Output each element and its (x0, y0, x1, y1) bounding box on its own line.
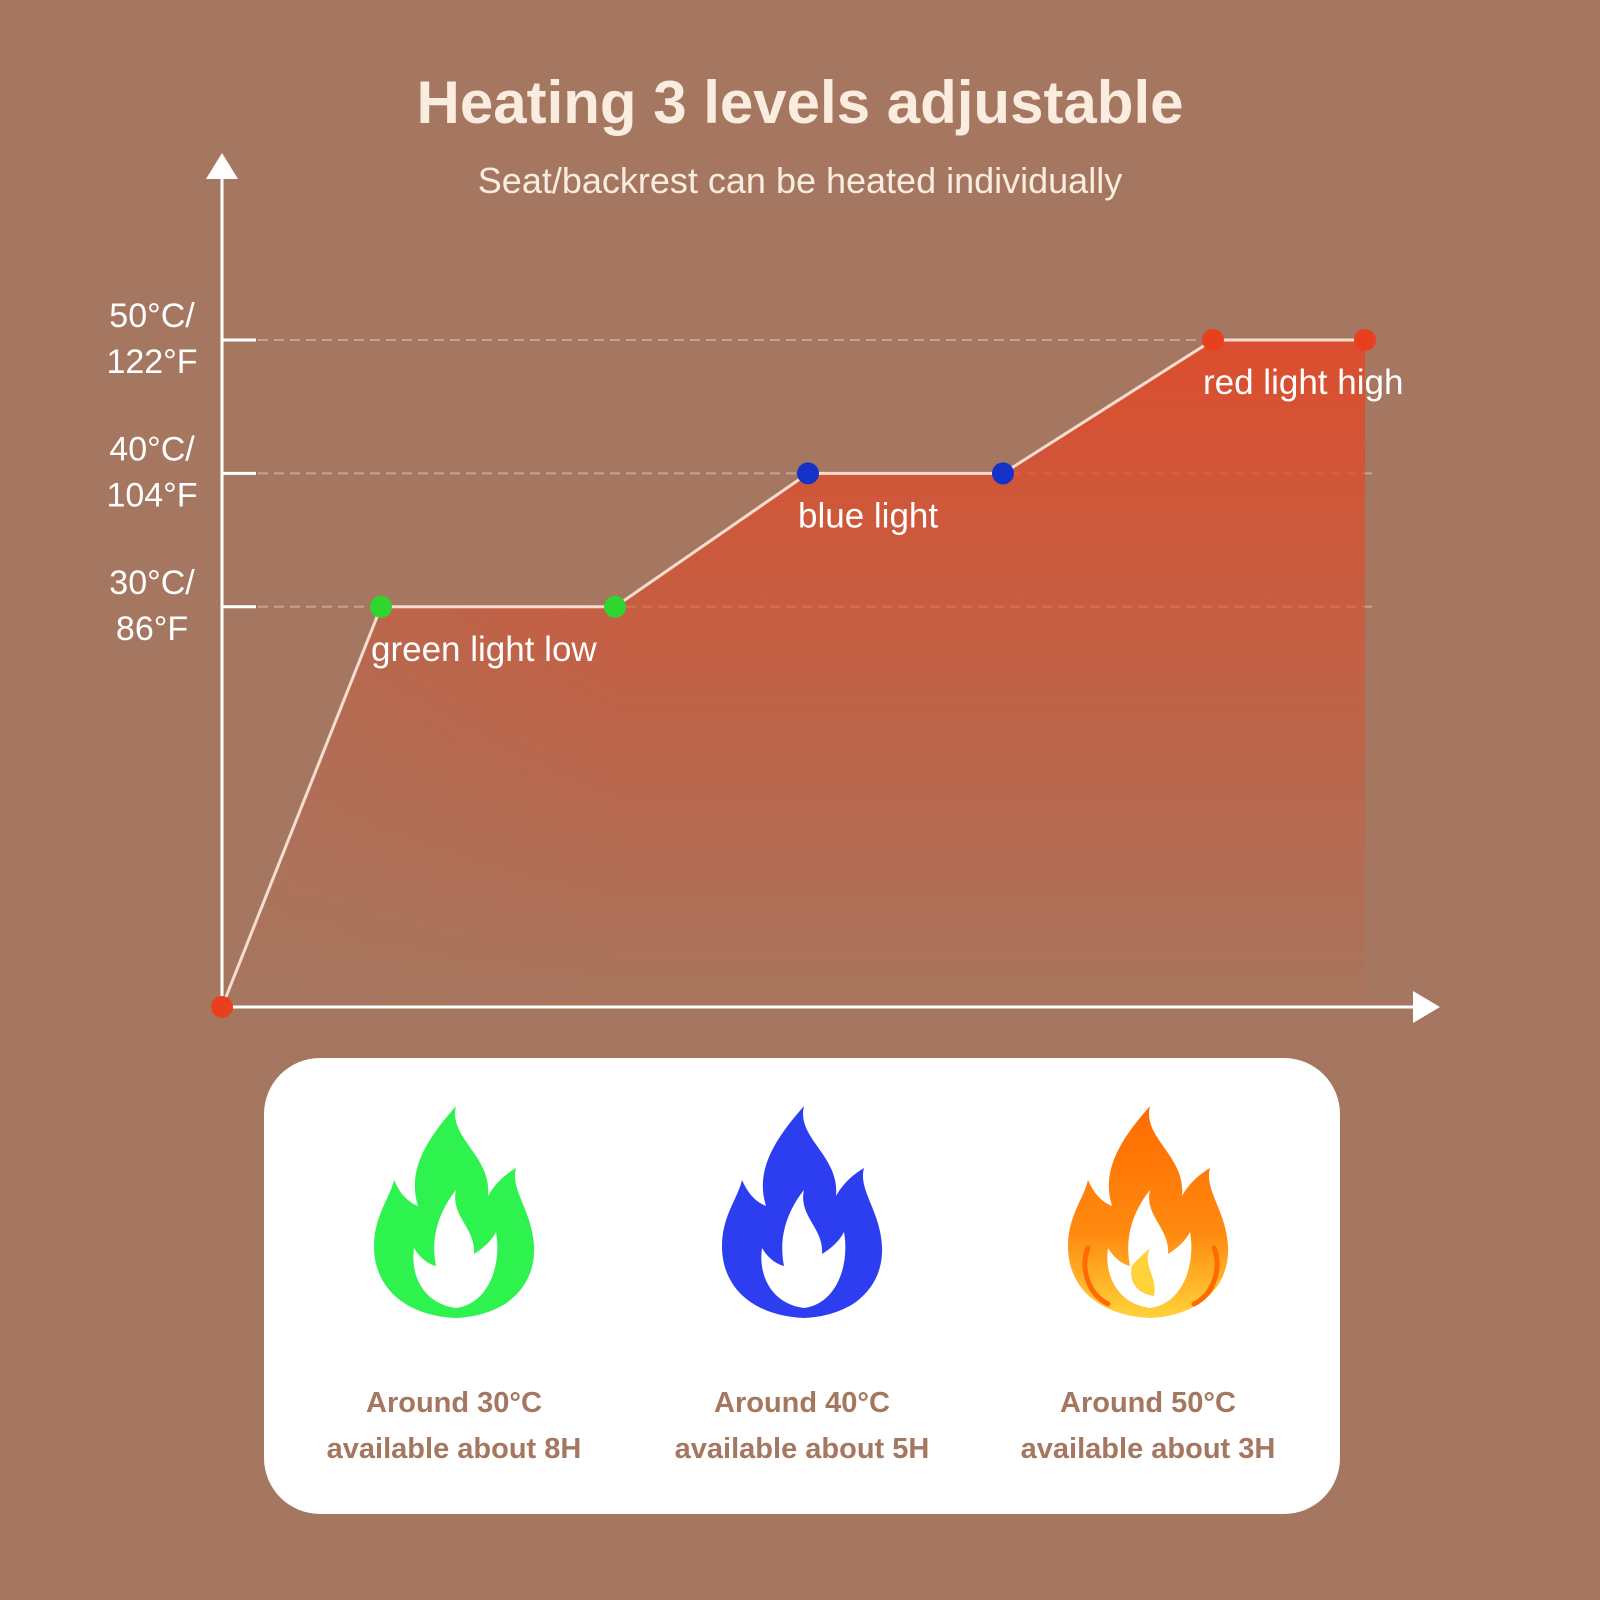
y-axis-arrow (206, 153, 238, 179)
level-duration: available about 3H (1020, 1433, 1276, 1465)
level-caption: Around 30°C available about 8H (294, 1380, 614, 1472)
level-duration: available about 8H (326, 1433, 582, 1465)
data-point (604, 595, 626, 618)
series-annotation: green light low (371, 630, 597, 669)
flame-core (1131, 1248, 1155, 1296)
y-tick-label: 86°F (116, 610, 188, 648)
level-caption: Around 40°C available about 5H (642, 1380, 962, 1472)
y-tick-label: 122°F (106, 343, 197, 381)
flame-icon (1068, 1106, 1229, 1318)
flame-icon (374, 1106, 535, 1318)
page-subtitle: Seat/backrest can be heated individually (477, 160, 1123, 201)
level-duration: available about 5H (674, 1433, 930, 1465)
level-low: Around 30°C available about 8H (294, 1098, 614, 1472)
flame-flick (1191, 1245, 1220, 1307)
series-annotation: red light high (1203, 363, 1403, 402)
flame-flick (1082, 1245, 1111, 1307)
page-title: Heating 3 levels adjustable (416, 69, 1184, 136)
flame-inner (761, 1190, 846, 1308)
flame-flick (388, 1245, 417, 1307)
data-point (1202, 329, 1224, 351)
data-point (797, 462, 819, 485)
level-temperature: Around 30°C (366, 1387, 542, 1419)
data-point (1354, 329, 1376, 351)
level-medium: Around 40°C available about 5H (642, 1098, 962, 1472)
flame-icon (722, 1106, 883, 1318)
y-tick-label: 104°F (106, 476, 197, 514)
level-temperature: Around 50°C (1060, 1387, 1236, 1419)
data-point (992, 462, 1014, 485)
flame-flick (845, 1245, 874, 1307)
x-axis-arrow (1413, 991, 1440, 1023)
y-tick-label: 40°C/ (109, 430, 195, 468)
flame-flick (736, 1245, 765, 1307)
levels-card: Around 30°C available about 8H Around 40… (264, 1058, 1340, 1514)
flame-inner (413, 1190, 498, 1308)
data-point (211, 996, 233, 1018)
level-caption: Around 50°C available about 3H (988, 1380, 1308, 1472)
level-high: Around 50°C available about 3H (988, 1098, 1308, 1472)
series-annotation: blue light (798, 496, 938, 535)
heating-area-fade (222, 340, 1365, 1007)
flame-flick (497, 1245, 526, 1307)
data-point (370, 595, 392, 618)
y-tick-label: 30°C/ (109, 564, 195, 602)
heating-chart: 30°C/86°F 40°C/104°F 50°C/122°F green ligh… (106, 153, 1440, 1023)
y-tick-label: 50°C/ (109, 297, 195, 335)
level-temperature: Around 40°C (714, 1387, 890, 1419)
